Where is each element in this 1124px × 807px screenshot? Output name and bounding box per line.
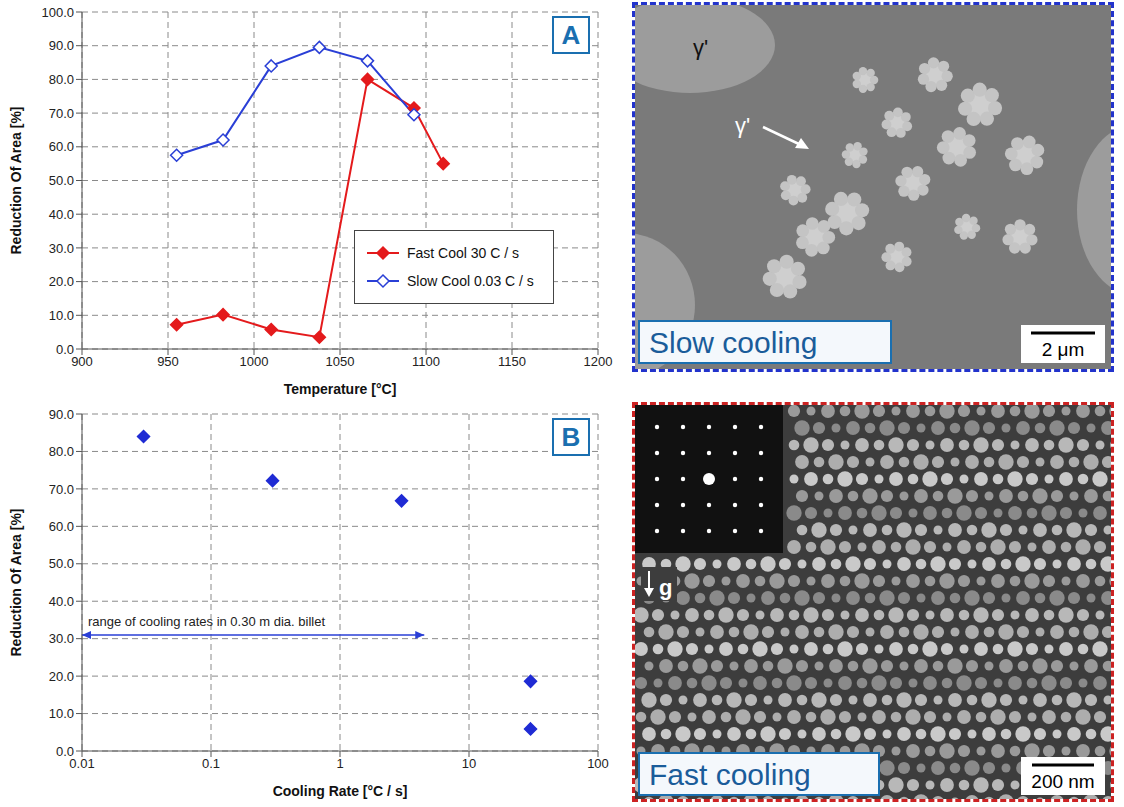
svg-text:1000: 1000 [240, 354, 269, 369]
svg-text:0.01: 0.01 [69, 756, 95, 772]
svg-text:50.0: 50.0 [49, 556, 74, 571]
svg-text:γ': γ' [693, 35, 708, 60]
svg-text:Reduction Of Area [%]: Reduction Of Area [%] [8, 106, 24, 254]
svg-text:0.1: 0.1 [202, 756, 220, 771]
html-text:B: B [561, 422, 581, 452]
svg-text:0.0: 0.0 [56, 342, 74, 357]
svg-text:20.0: 20.0 [49, 669, 74, 684]
svg-text:range of cooling rates in 0.30: range of cooling rates in 0.30 m dia. bi… [88, 614, 325, 629]
svg-text:30.0: 30.0 [49, 631, 74, 646]
html-text:Slow Cool 0.03 C / s: Slow Cool 0.03 C / s [407, 273, 534, 289]
svg-text:Temperature [°C]: Temperature [°C] [284, 381, 397, 397]
svg-text:100.0: 100.0 [41, 5, 74, 20]
svg-text:30.0: 30.0 [49, 241, 74, 256]
svg-text:Fast cooling: Fast cooling [649, 758, 811, 791]
svg-text:60.0: 60.0 [49, 139, 74, 154]
svg-text:10.0: 10.0 [49, 706, 74, 721]
svg-text:90.0: 90.0 [49, 407, 74, 422]
svg-text:1100: 1100 [412, 354, 440, 369]
svg-text:50.0: 50.0 [49, 173, 74, 188]
svg-text:950: 950 [157, 354, 179, 369]
svg-text:10: 10 [462, 756, 476, 771]
svg-text:80.0: 80.0 [49, 444, 74, 459]
svg-text:80.0: 80.0 [49, 72, 74, 87]
svg-text:90.0: 90.0 [49, 38, 74, 53]
svg-text:γ': γ' [735, 113, 750, 138]
svg-text:100: 100 [587, 756, 609, 771]
svg-text:g: g [659, 575, 672, 600]
svg-text:Reduction Of Area [%]: Reduction Of Area [%] [8, 508, 24, 656]
html-text:A: A [561, 20, 581, 50]
svg-text:20.0: 20.0 [49, 274, 74, 289]
svg-text:1: 1 [336, 756, 343, 771]
svg-text:70.0: 70.0 [49, 482, 74, 497]
svg-text:40.0: 40.0 [49, 207, 74, 222]
svg-text:40.0: 40.0 [49, 594, 74, 609]
svg-text:10.0: 10.0 [49, 308, 74, 323]
svg-text:Slow cooling: Slow cooling [649, 326, 817, 359]
svg-text:200 nm: 200 nm [1031, 771, 1094, 792]
svg-text:0.0: 0.0 [56, 744, 74, 759]
svg-text:1150: 1150 [498, 354, 526, 369]
svg-text:1050: 1050 [326, 354, 355, 369]
svg-text:2 μm: 2 μm [1042, 339, 1085, 360]
svg-text:60.0: 60.0 [49, 519, 74, 534]
svg-text:900: 900 [71, 354, 93, 369]
html-text:Fast Cool 30 C / s: Fast Cool 30 C / s [407, 245, 519, 261]
svg-text:Cooling Rate [°C / s]: Cooling Rate [°C / s] [273, 783, 408, 799]
svg-text:70.0: 70.0 [49, 106, 74, 121]
svg-text:1200: 1200 [584, 354, 613, 369]
